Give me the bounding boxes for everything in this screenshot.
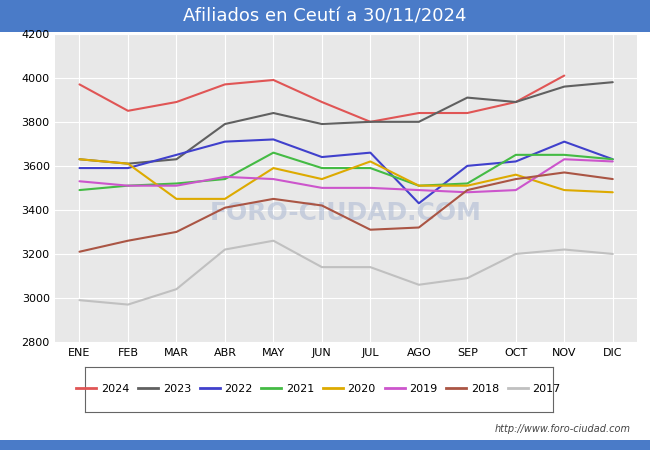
Text: http://www.foro-ciudad.com: http://www.foro-ciudad.com <box>495 424 630 434</box>
Text: FORO-CIUDAD.COM: FORO-CIUDAD.COM <box>210 201 482 225</box>
Legend: 2024, 2023, 2022, 2021, 2020, 2019, 2018, 2017: 2024, 2023, 2022, 2021, 2020, 2019, 2018… <box>72 380 565 399</box>
Text: Afiliados en Ceutí a 30/11/2024: Afiliados en Ceutí a 30/11/2024 <box>183 7 467 25</box>
